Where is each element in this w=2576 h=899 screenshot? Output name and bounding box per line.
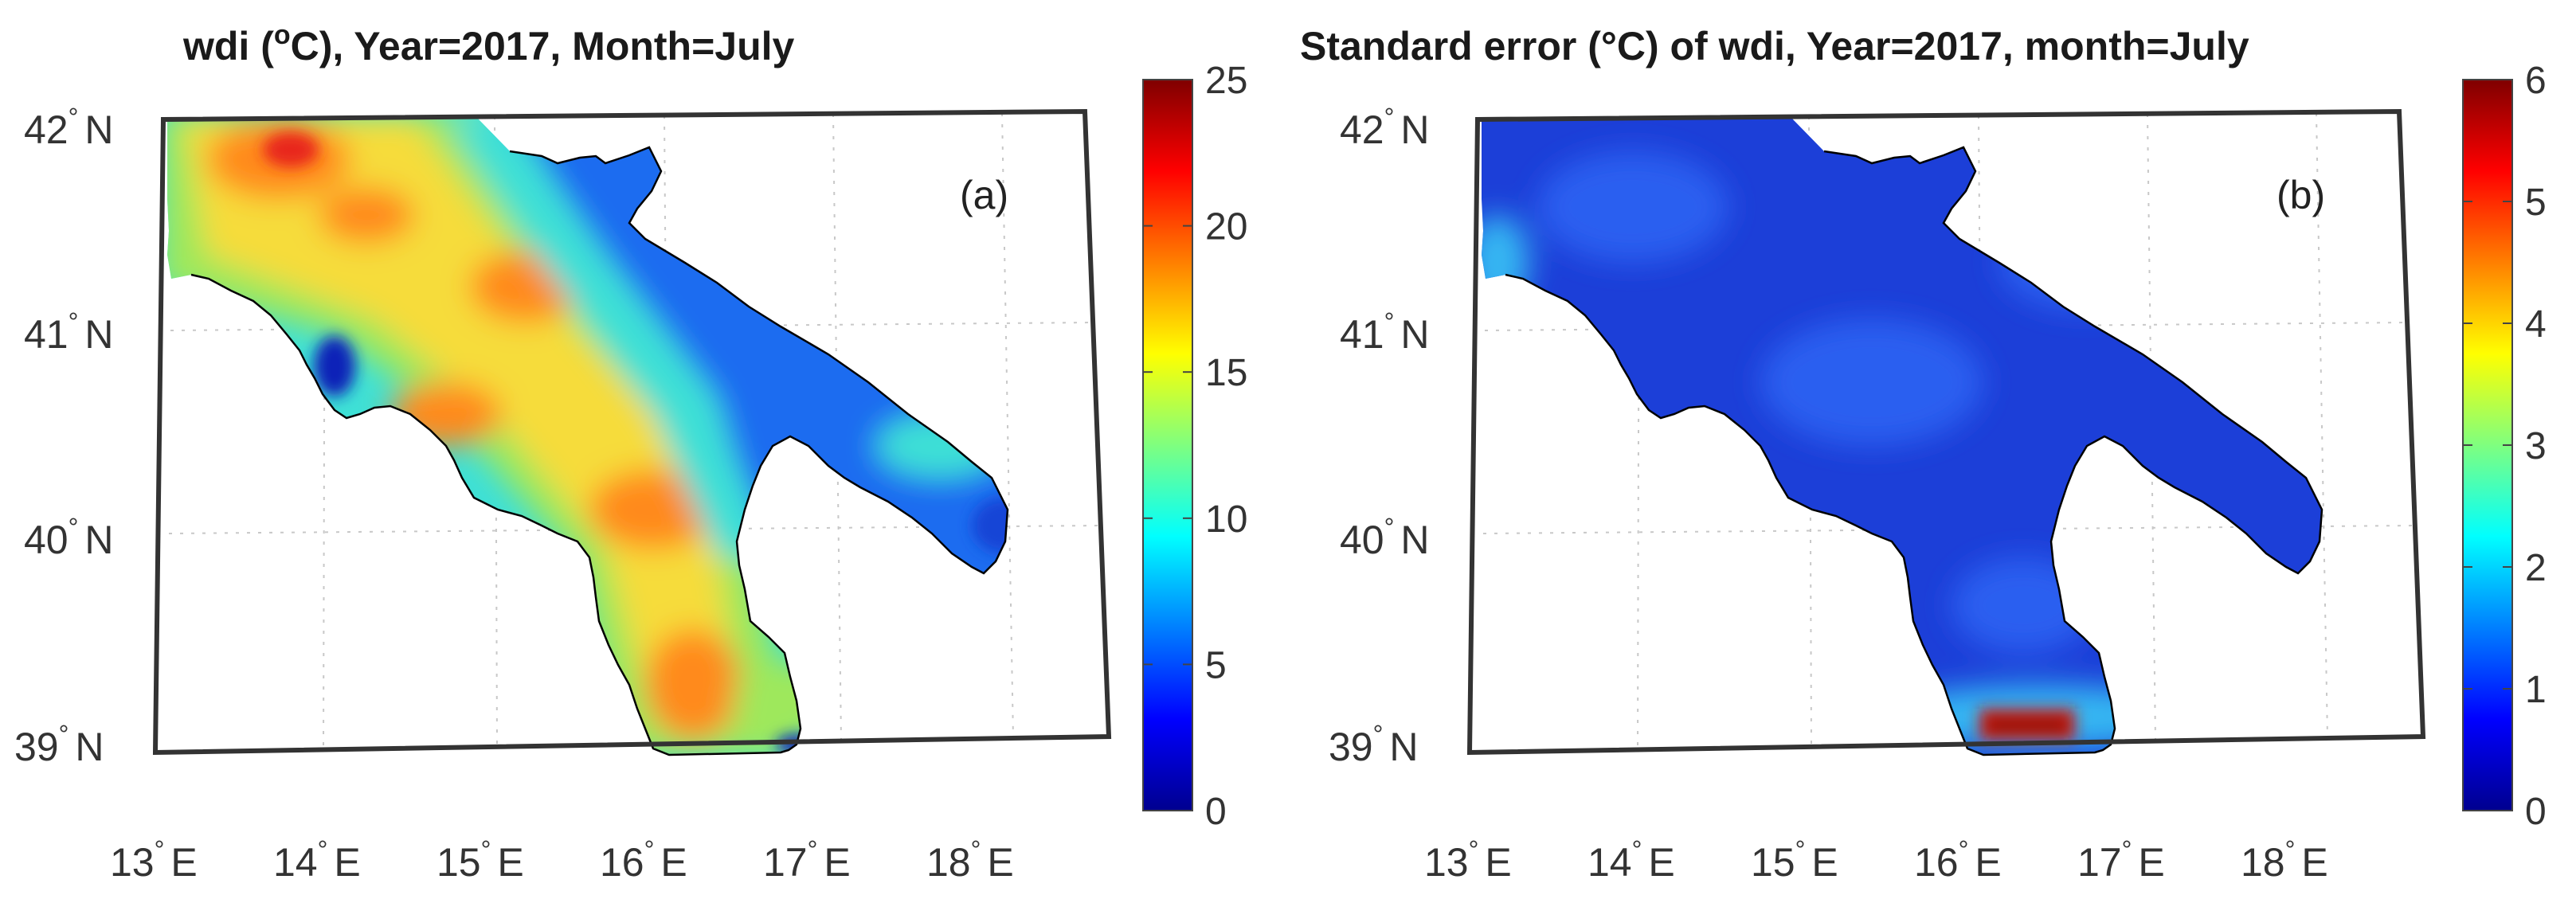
panel-b-colorbar-ticks: 0 1 2 3 4 5 6 <box>2463 60 2547 833</box>
panel-b-lon-13: 13° E <box>1424 835 1512 885</box>
panel-a-valley-band <box>446 119 765 557</box>
panel-a-coastline <box>190 146 1009 756</box>
panel-a-lon-14: 14° E <box>273 835 361 885</box>
panel-b-colorbar-tick-5: 5 <box>2525 182 2547 224</box>
panel-b-colorbar-tick-1: 1 <box>2525 669 2547 711</box>
panel-b-lat-40: 40° N <box>1340 513 1430 562</box>
panel-a-colorbar-ramp <box>1142 79 1193 811</box>
panel-a-mountain-core <box>183 119 741 717</box>
panel-a-colorbar-tick-0: 0 <box>1205 791 1227 833</box>
panel-a-colorbar-tick-15: 15 <box>1205 352 1247 394</box>
panel-a-title: wdi (oC), Year=2017, Month=July <box>182 20 795 68</box>
panel-a-hottest-spot <box>263 132 319 167</box>
panel-a-lon-16: 16° E <box>600 835 687 885</box>
panel-b-lon-labels: 13° E 14° E 15° E 16° E 17° E 18° E <box>1424 835 2328 885</box>
panel-b-light-patch-1 <box>1537 151 1728 263</box>
panel-b-colorbar-tick-0: 0 <box>2525 791 2547 833</box>
panel-a-lon-15: 15° E <box>437 835 524 885</box>
panel-a-map-frame <box>152 108 1112 756</box>
panel-a-colorbar-tick-25: 25 <box>1205 60 1247 102</box>
panel-b-colorbar-tick-3: 3 <box>2525 425 2547 467</box>
panel-a-heel-deep-blue <box>972 498 1008 553</box>
panel-a-wdi-map: wdi (oC), Year=2017, Month=July <box>14 20 1247 885</box>
panel-a-colorbar-tick-20: 20 <box>1205 206 1247 248</box>
panel-b-title: Standard error (°C) of wdi, Year=2017, m… <box>1300 24 2249 68</box>
panel-a-lon-labels: 13° E 14° E 15° E 16° E 17° E 18° E <box>110 835 1014 885</box>
panel-a-lat-39: 39° N <box>14 720 104 769</box>
panel-b-lon-14: 14° E <box>1587 835 1675 885</box>
panel-b-lon-16: 16° E <box>1914 835 2002 885</box>
panel-a-hot-patch-6 <box>319 187 414 243</box>
panel-a-label: (a) <box>960 173 1008 217</box>
panel-b-lon-18: 18° E <box>2241 835 2328 885</box>
panel-b-lat-labels: 42° N 41° N 40° N 39° N <box>1329 103 1430 769</box>
panel-a-lat-42: 42° N <box>24 103 114 152</box>
panel-b-lon-15: 15° E <box>1751 835 1838 885</box>
panel-a-colorbar: 0 5 10 15 20 25 <box>1142 60 1247 833</box>
panel-a-colorbar-tick-5: 5 <box>1205 644 1227 686</box>
panel-b-lat-41: 41° N <box>1340 307 1430 357</box>
panel-b-colorbar-tick-4: 4 <box>2525 303 2547 346</box>
panel-b-colorbar-tick-2: 2 <box>2525 547 2547 589</box>
panel-b-coastline <box>1505 146 2323 756</box>
panel-b-label: (b) <box>2277 173 2325 217</box>
panel-b-lat-39: 39° N <box>1329 720 1419 769</box>
panel-a-colorbar-ticks: 0 5 10 15 20 25 <box>1143 60 1247 833</box>
panel-a-lon-13: 13° E <box>110 835 198 885</box>
panel-b-colorbar: 0 1 2 3 4 5 6 <box>2462 60 2547 833</box>
panel-a-hot-patch-4 <box>645 629 741 741</box>
panel-a-lon-18: 18° E <box>926 835 1014 885</box>
panel-a-naples-dark-blue <box>314 336 355 397</box>
panel-a-lat-41: 41° N <box>24 307 114 357</box>
panel-b-map-frame <box>1466 108 2426 756</box>
panel-a-lon-17: 17° E <box>763 835 851 885</box>
panel-a-colorbar-tick-10: 10 <box>1205 498 1247 541</box>
panel-a-hot-patch-3 <box>589 470 717 549</box>
panel-b-lon-17: 17° E <box>2077 835 2165 885</box>
panel-b-colorbar-tick-6: 6 <box>2525 60 2547 102</box>
panel-b-light-patch-2 <box>1760 319 1983 446</box>
panel-a-lat-40: 40° N <box>24 513 114 562</box>
panel-a-lat-labels: 42° N 41° N 40° N 39° N <box>14 103 114 769</box>
panel-b-south-hotspot-core <box>1987 718 2067 733</box>
panel-b-standard-error-map: Standard error (°C) of wdi, Year=2017, m… <box>1300 24 2547 885</box>
panel-b-lat-42: 42° N <box>1340 103 1430 152</box>
